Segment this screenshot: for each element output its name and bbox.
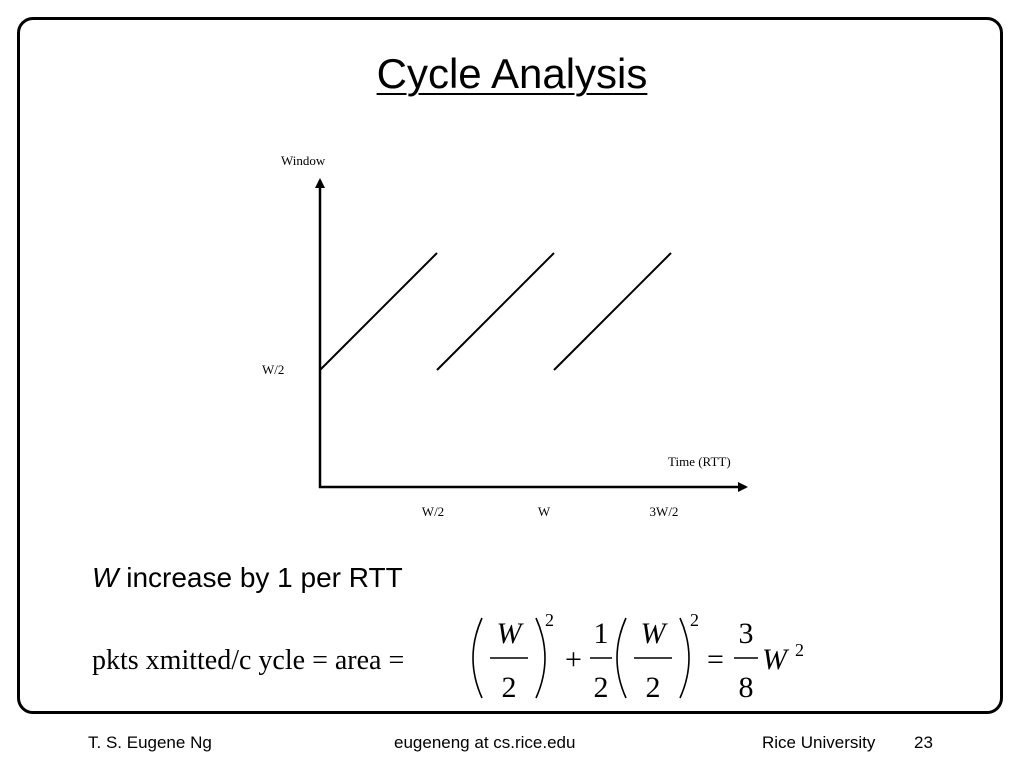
footer-author: T. S. Eugene Ng [88,733,212,752]
slide-title: Cycle Analysis [376,50,648,97]
left-paren [472,617,483,699]
left-paren [616,617,627,699]
page-number: 23 [914,733,933,752]
x-axis-label: Time (RTT) [668,454,731,469]
exponent: 2 [795,640,804,660]
statement-text: increase by 1 per RTT [118,562,403,593]
y-axis-label: Window [281,153,326,168]
fraction-denominator: 2 [502,671,517,704]
right-paren [679,617,690,699]
window-ramp-2 [436,252,555,371]
right-paren [535,617,546,699]
footer-institution: Rice University [762,733,876,752]
fraction-numerator: W [497,617,525,650]
variable-w: W [92,562,119,593]
area-formula: pkts xmitted/c ycle = area = W 2 2 + 1 2… [92,610,804,704]
x-tick-label: 3W/2 [650,504,679,519]
x-tick-label: W [538,504,551,519]
fraction-denominator: 8 [739,671,754,704]
fraction-denominator: 2 [594,671,609,704]
exponent: 2 [545,610,554,630]
plus-sign: + [565,643,582,676]
fraction-numerator: W [641,617,669,650]
x-tick-label: W/2 [422,504,444,519]
cycle-diagram: Window Time (RTT) W/2 W/2 W 3W/2 [262,153,748,519]
window-ramp-1 [319,252,438,371]
formula-lhs: pkts xmitted/c ycle = area = [92,645,404,676]
fraction-denominator: 2 [646,671,661,704]
window-ramp-3 [553,252,672,371]
window-increase-statement: W increase by 1 per RTT [92,560,403,596]
equals-sign: = [707,643,724,676]
exponent: 2 [690,610,699,630]
fraction-numerator: 1 [594,617,609,650]
result-variable: W [762,643,790,676]
footer-email: eugeneng at cs.rice.edu [394,733,576,752]
y-tick-label: W/2 [262,362,284,377]
fraction-numerator: 3 [739,617,754,650]
slide-border [17,17,1003,714]
